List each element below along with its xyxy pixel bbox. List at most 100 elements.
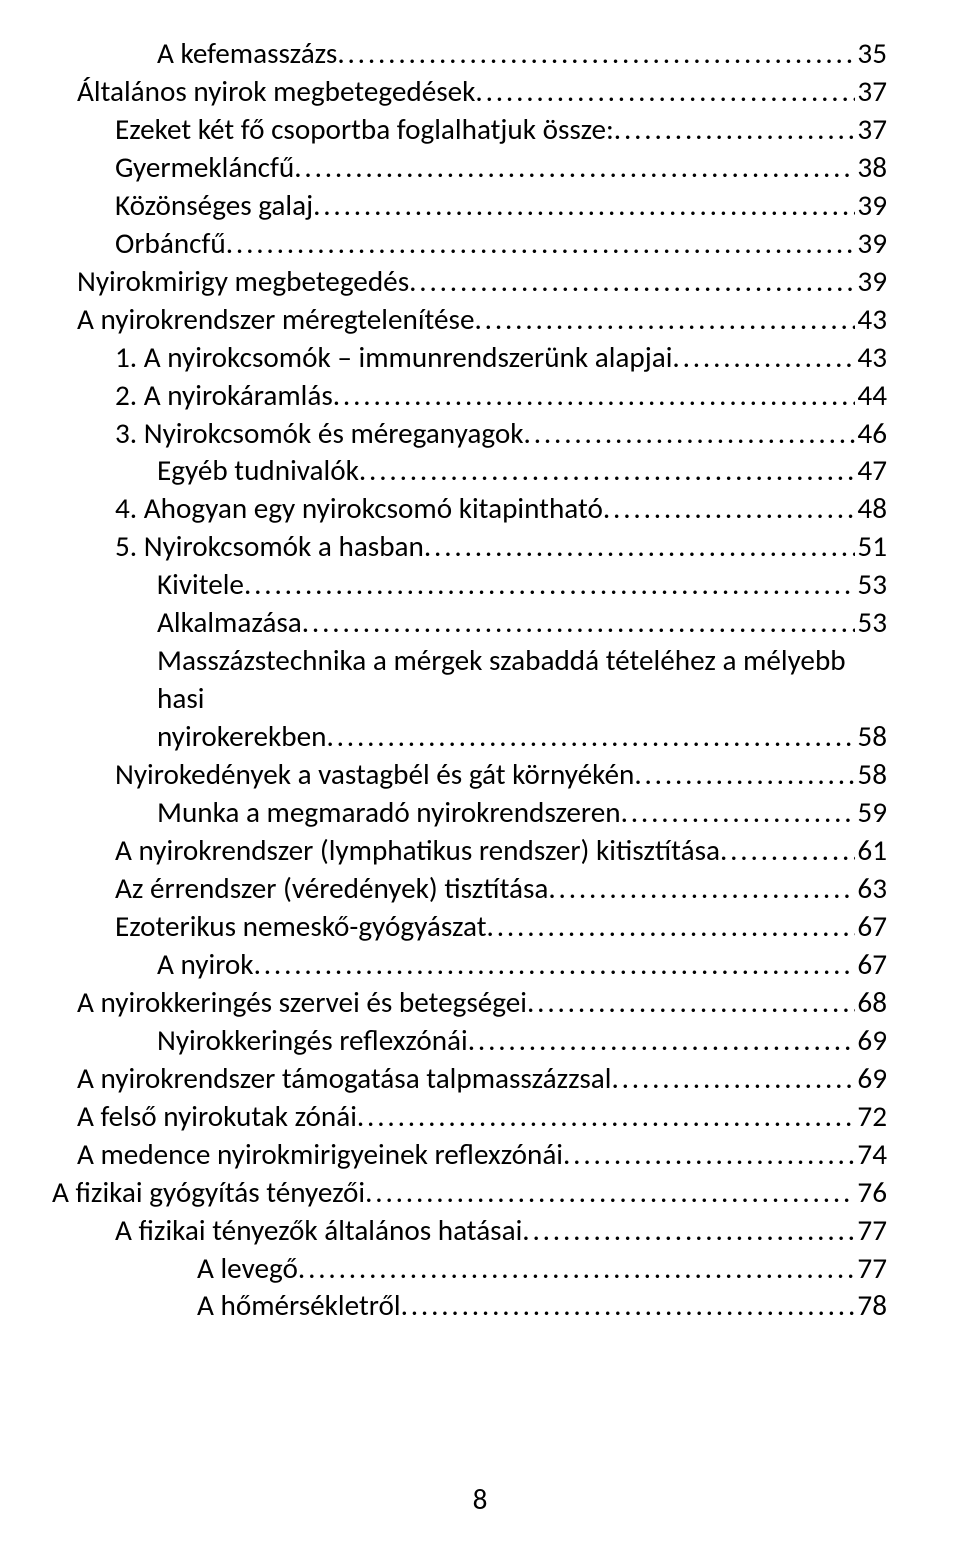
toc-leader-dots — [614, 111, 856, 149]
toc-entry-label: Masszázstechnika a mérgek szabaddá tétel… — [157, 642, 846, 716]
toc-entry-label: Az érrendszer (véredények) tisztítása — [115, 870, 548, 908]
toc-entry: Az érrendszer (véredények) tisztítása 63 — [52, 870, 887, 908]
toc-entry-label: Ezoterikus nemeskő-gyógyászat — [115, 908, 487, 946]
toc-entry-page: 77 — [855, 1212, 887, 1250]
toc-entry-page: 43 — [855, 339, 887, 377]
toc-entry: Kivitele 53 — [52, 566, 887, 604]
toc-leader-dots — [475, 73, 855, 111]
toc-entry-label: Gyermekláncfű — [115, 149, 294, 187]
toc-entry: A nyirok67 — [52, 946, 887, 984]
toc-entry: A nyirokrendszer méregtelenítése43 — [52, 301, 887, 339]
toc-entry-label: A medence nyirokmirigyeinek reflexzónái — [77, 1136, 563, 1174]
toc-entry-label: A nyirokrendszer (lymphatikus rendszer) … — [115, 832, 720, 870]
toc-entry: Közönséges galaj39 — [52, 187, 887, 225]
toc-entry-page: 77 — [855, 1250, 887, 1288]
toc-entry-page: 35 — [855, 35, 887, 73]
toc-entry-page: 58 — [855, 718, 887, 756]
table-of-contents: A kefemasszázs 35 Általános nyirok megbete… — [52, 35, 887, 1325]
toc-entry: 1. A nyirokcsomók – immunrendszerünk ala… — [52, 339, 887, 377]
toc-entry-page: 78 — [855, 1287, 887, 1325]
toc-entry-page: 61 — [855, 832, 887, 870]
document-page: A kefemasszázs 35 Általános nyirok megbete… — [0, 0, 960, 1545]
toc-entry: Nyirokkeringés reflexzónái 69 — [52, 1022, 887, 1060]
toc-entry-page: 69 — [855, 1022, 887, 1060]
toc-entry-page: 39 — [855, 225, 887, 263]
toc-entry-label: 2. A nyirokáramlás — [115, 377, 333, 415]
toc-entry-label: Nyirokmirigy megbetegedés — [77, 263, 409, 301]
toc-leader-dots — [603, 490, 856, 528]
toc-entry-label: Általános nyirok megbetegedések — [77, 73, 475, 111]
toc-leader-dots — [298, 1250, 855, 1288]
toc-leader-dots — [337, 35, 855, 73]
toc-entry-label: A nyirok — [157, 946, 254, 984]
toc-entry: Orbáncfű39 — [52, 225, 887, 263]
toc-entry-label: A hőmérsékletről — [197, 1287, 401, 1325]
toc-leader-dots — [487, 908, 856, 946]
toc-entry-page: 53 — [855, 604, 887, 642]
toc-leader-dots — [522, 1212, 855, 1250]
toc-entry-page: 38 — [855, 149, 887, 187]
toc-entry: 3. Nyirokcsomók és méreganyagok46 — [52, 415, 887, 453]
toc-entry-page: 59 — [855, 794, 887, 832]
toc-entry-page: 69 — [855, 1060, 887, 1098]
toc-entry-label: A felső nyirokutak zónái — [77, 1098, 357, 1136]
toc-leader-dots — [294, 149, 855, 187]
toc-entry: Nyirokedények a vastagbél és gát környék… — [52, 756, 887, 794]
toc-entry-page: 63 — [855, 870, 887, 908]
toc-entry: 5. Nyirokcsomók a hasban51 — [52, 528, 887, 566]
page-number: 8 — [0, 1481, 960, 1519]
toc-entry: Gyermekláncfű 38 — [52, 149, 887, 187]
toc-entry: A kefemasszázs 35 — [52, 35, 887, 73]
toc-entry: A medence nyirokmirigyeinek reflexzónái 7… — [52, 1136, 887, 1174]
toc-entry: A nyirokrendszer támogatása talpmasszázz… — [52, 1060, 887, 1098]
toc-leader-dots — [634, 756, 855, 794]
toc-leader-dots — [548, 870, 855, 908]
toc-entry: A nyirokrendszer (lymphatikus rendszer) … — [52, 832, 887, 870]
toc-entry-page: 46 — [855, 415, 887, 453]
toc-leader-dots — [302, 604, 856, 642]
toc-entry: A nyirokkeringés szervei és betegségei68 — [52, 984, 887, 1022]
toc-entry-label: A nyirokrendszer támogatása talpmasszázz… — [77, 1060, 611, 1098]
toc-entry-page: 37 — [855, 73, 887, 111]
toc-entry-page: 44 — [855, 377, 887, 415]
toc-entry-label: Egyéb tudnivalók — [157, 452, 359, 490]
toc-leader-dots — [527, 984, 855, 1022]
toc-entry-label: A levegő — [197, 1250, 298, 1288]
toc-entry-page: 67 — [855, 908, 887, 946]
toc-entry-label: Nyirokkeringés reflexzónái — [157, 1022, 468, 1060]
toc-leader-dots — [720, 832, 855, 870]
toc-entry-label: Kivitele — [157, 566, 244, 604]
toc-entry-page: 39 — [855, 263, 887, 301]
toc-entry: A fizikai gyógyítás tényezői 76 — [52, 1174, 887, 1212]
toc-leader-dots — [409, 263, 855, 301]
toc-entry: Ezeket két fő csoportba foglalhatjuk öss… — [52, 111, 887, 149]
toc-leader-dots — [313, 187, 855, 225]
toc-entry-page: 76 — [855, 1174, 887, 1212]
toc-entry: A fizikai tényezők általános hatásai 77 — [52, 1212, 887, 1250]
toc-entry: Alkalmazása53 — [52, 604, 887, 642]
toc-leader-dots — [333, 377, 856, 415]
toc-leader-dots — [254, 946, 856, 984]
toc-leader-dots — [244, 566, 855, 604]
toc-entry: A levegő 77 — [52, 1250, 887, 1288]
toc-leader-dots — [424, 528, 856, 566]
toc-entry-label: A fizikai tényezők általános hatásai — [115, 1212, 522, 1250]
toc-entry-page: 68 — [855, 984, 887, 1022]
toc-leader-dots — [401, 1287, 856, 1325]
toc-entry-label: A fizikai gyógyítás tényezői — [52, 1174, 365, 1212]
toc-entry: Masszázstechnika a mérgek szabaddá tétel… — [52, 642, 887, 718]
toc-entry: A hőmérsékletről 78 — [52, 1287, 887, 1325]
toc-leader-dots — [468, 1022, 856, 1060]
toc-entry-page: 48 — [855, 490, 887, 528]
toc-entry-label: 5. Nyirokcsomók a hasban — [115, 528, 424, 566]
toc-entry-page: 37 — [855, 111, 887, 149]
toc-entry-page: 74 — [855, 1136, 887, 1174]
toc-entry-label: A kefemasszázs — [157, 35, 337, 73]
toc-entry-page: 39 — [855, 187, 887, 225]
toc-entry: A felső nyirokutak zónái 72 — [52, 1098, 887, 1136]
toc-leader-dots — [365, 1174, 855, 1212]
toc-entry: Ezoterikus nemeskő-gyógyászat 67 — [52, 908, 887, 946]
toc-entry-page: 72 — [855, 1098, 887, 1136]
toc-entry-page: 53 — [855, 566, 887, 604]
toc-entry-continuation: nyirokerekben58 — [52, 718, 887, 756]
